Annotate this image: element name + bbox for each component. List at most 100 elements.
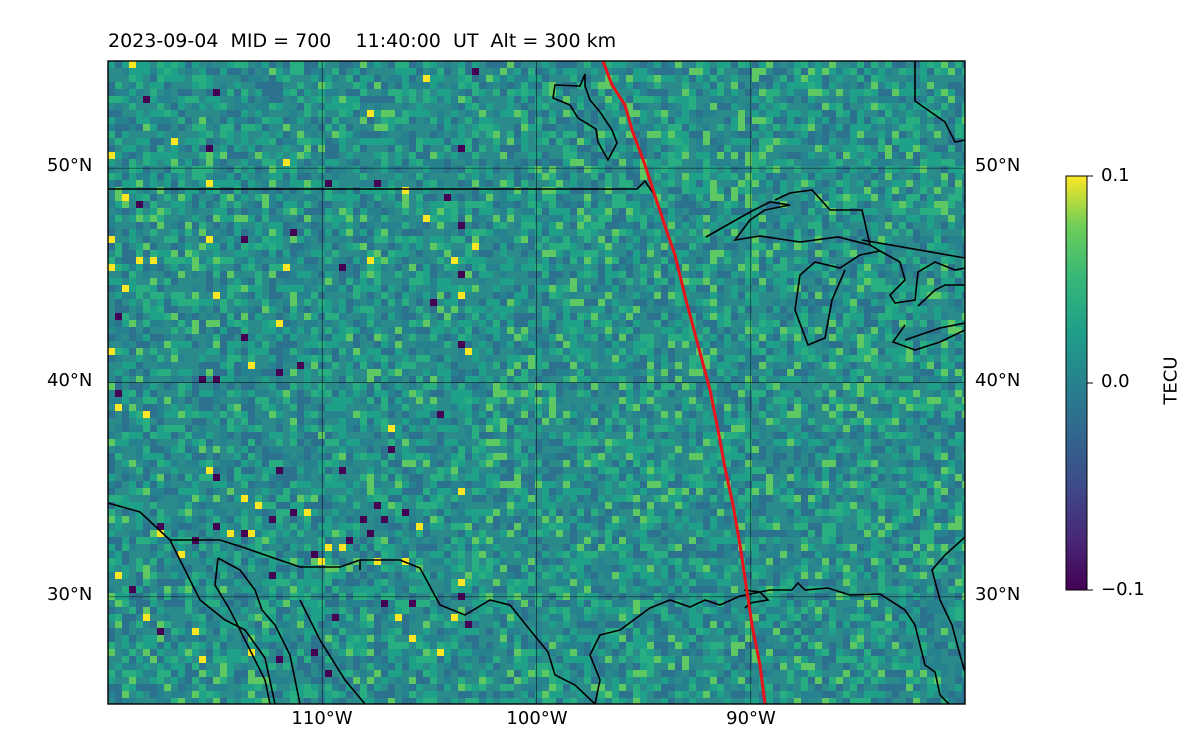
tec-cell [311,250,318,257]
tec-cell [808,334,815,341]
tec-cell [290,313,297,320]
tec-cell [178,145,185,152]
tec-cell [115,264,122,271]
tec-cell [507,96,514,103]
tec-cell [759,334,766,341]
tec-cell [381,264,388,271]
tec-cell [808,292,815,299]
tec-cell [472,187,479,194]
tec-cell [423,271,430,278]
tec-cell [332,453,339,460]
tec-cell [374,453,381,460]
tec-cell [451,285,458,292]
tec-cell [297,229,304,236]
tec-cell [178,369,185,376]
tec-cell [934,145,941,152]
tec-cell [444,292,451,299]
tec-cell [472,201,479,208]
tec-cell [941,334,948,341]
tec-cell [773,180,780,187]
tec-cell [388,89,395,96]
tec-cell [556,159,563,166]
tec-cell [605,306,612,313]
tec-cell [241,327,248,334]
tec-cell [766,138,773,145]
tec-cell [899,180,906,187]
tec-cell [801,117,808,124]
tec-cell [143,327,150,334]
tec-cell [108,145,115,152]
tec-cell [122,285,129,292]
tec-cell [591,159,598,166]
tec-cell [136,61,143,68]
tec-cell [829,68,836,75]
tec-cell [136,229,143,236]
tec-cell [570,159,577,166]
tec-cell [528,341,535,348]
tec-cell [605,313,612,320]
tec-cell [430,369,437,376]
tec-cell [276,390,283,397]
tec-cell [766,166,773,173]
tec-cell [871,271,878,278]
tec-cell [885,446,892,453]
tec-cell [143,96,150,103]
tec-cell [850,348,857,355]
tec-cell [752,215,759,222]
tec-cell [185,61,192,68]
tec-cell [199,355,206,362]
tec-cell [619,236,626,243]
tec-cell [227,208,234,215]
tec-cell [521,236,528,243]
tec-cell [549,180,556,187]
tec-cell [605,180,612,187]
tec-cell [304,68,311,75]
tec-cell [864,215,871,222]
tec-cell [633,166,640,173]
tec-cell [717,299,724,306]
tec-cell [780,453,787,460]
tec-cell [297,306,304,313]
tec-cell [381,453,388,460]
tec-cell [311,75,318,82]
tec-cell [416,222,423,229]
tec-cell [794,320,801,327]
tec-cell [696,145,703,152]
tec-cell [129,250,136,257]
tec-cell [381,348,388,355]
tec-cell [234,264,241,271]
tec-cell [290,173,297,180]
tec-cell [486,439,493,446]
tec-cell [787,75,794,82]
tec-cell [234,453,241,460]
tec-cell [276,383,283,390]
tec-cell [234,215,241,222]
tec-cell [752,243,759,250]
tec-cell [199,117,206,124]
tec-cell [157,418,164,425]
tec-cell [738,376,745,383]
tec-cell [934,159,941,166]
tec-cell [423,278,430,285]
tec-cell [255,334,262,341]
tec-cell [731,383,738,390]
tec-cell [535,439,542,446]
tec-cell [871,348,878,355]
tec-cell [367,236,374,243]
tec-cell [941,271,948,278]
tec-cell [500,292,507,299]
tec-cell [325,362,332,369]
tec-cell [612,278,619,285]
tec-cell [521,390,528,397]
tec-cell [521,243,528,250]
tec-cell [339,439,346,446]
tec-cell [843,264,850,271]
tec-cell [549,222,556,229]
tec-cell [696,299,703,306]
tec-cell [367,110,374,117]
tec-cell [913,418,920,425]
tec-cell [220,327,227,334]
tec-cell [647,369,654,376]
tec-cell [780,180,787,187]
tec-cell [934,201,941,208]
